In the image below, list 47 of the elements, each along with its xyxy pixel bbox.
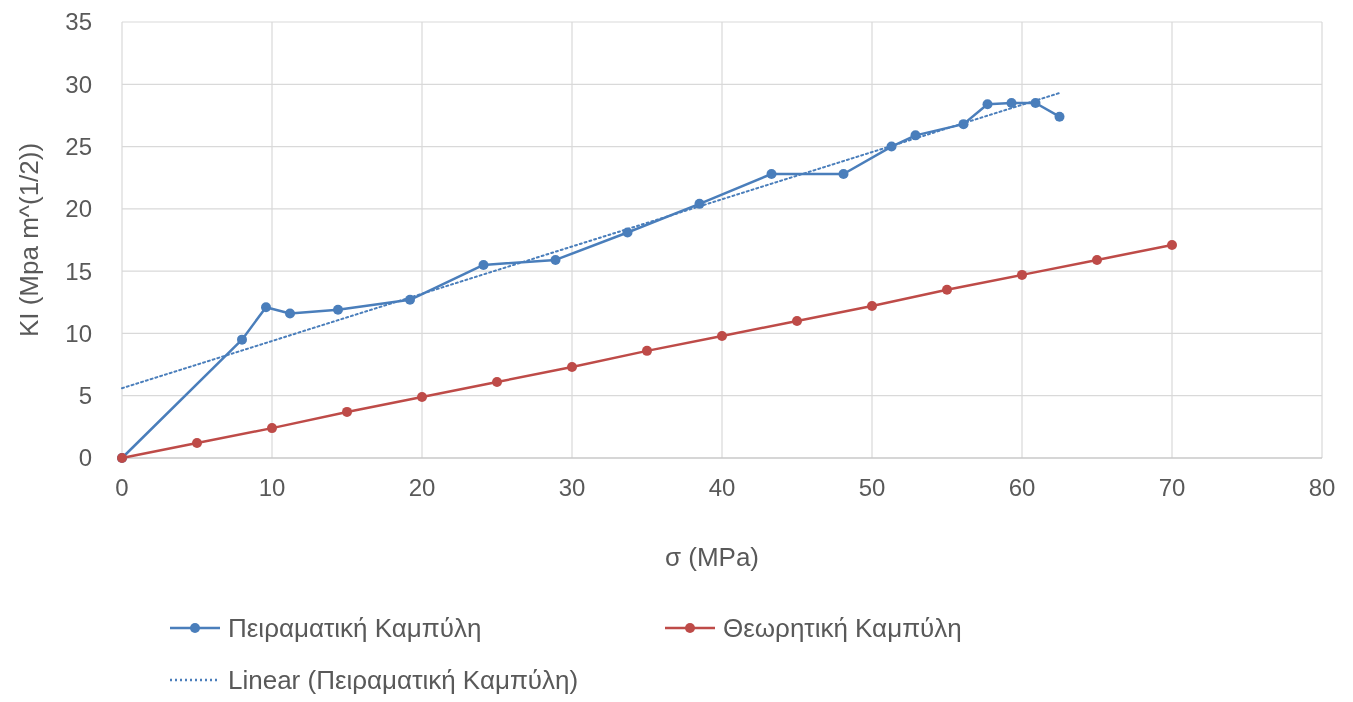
point: [417, 391, 427, 402]
y-tick-label: 5: [78, 382, 92, 410]
y-tick-label: 35: [65, 8, 92, 36]
point: [766, 168, 777, 179]
legend-label: Linear (Πειραματική Καμπύλη): [228, 665, 579, 696]
point: [642, 345, 652, 356]
point: [942, 284, 952, 295]
point: [492, 377, 502, 388]
y-tick-label: 30: [65, 70, 92, 98]
x-tick-label: 60: [1008, 474, 1036, 501]
point: [1092, 254, 1102, 265]
point: [342, 406, 352, 417]
point: [838, 168, 849, 179]
x-tick-label: 80: [1308, 474, 1336, 501]
y-tick-label: 0: [78, 444, 92, 472]
x-tick-label: 50: [858, 474, 886, 501]
legend-label: Πειραματική Καμπύλη: [228, 613, 482, 644]
x-tick-label: 10: [258, 474, 286, 501]
x-tick-label: 70: [1158, 474, 1186, 501]
point: [717, 330, 727, 341]
point: [192, 438, 202, 449]
point: [237, 334, 247, 345]
y-tick-label: 15: [65, 257, 92, 285]
point: [333, 304, 343, 315]
point: [550, 254, 561, 265]
x-tick-label: 20: [408, 474, 436, 501]
point: [567, 362, 577, 373]
point: [1167, 239, 1177, 250]
x-tick-label: 0: [115, 474, 129, 501]
point: [1017, 269, 1027, 280]
x-axis-title: σ (MPa): [664, 542, 760, 572]
point: [261, 302, 271, 313]
point: [792, 315, 802, 326]
point: [1006, 97, 1017, 108]
y-tick-label: 25: [65, 132, 92, 160]
x-tick-label: 30: [558, 474, 586, 501]
point: [1054, 111, 1065, 122]
point: [867, 301, 877, 312]
point: [285, 308, 295, 319]
y-tick-label: 20: [65, 195, 92, 223]
y-axis-title: KI (Mpa m^(1/2)): [14, 142, 44, 338]
point: [982, 99, 993, 110]
legend-label: Θεωρητική Καμπύλη: [723, 613, 962, 644]
point: [267, 423, 277, 434]
x-tick-label: 40: [708, 474, 736, 501]
y-tick-label: 10: [65, 319, 92, 347]
point: [478, 259, 489, 270]
